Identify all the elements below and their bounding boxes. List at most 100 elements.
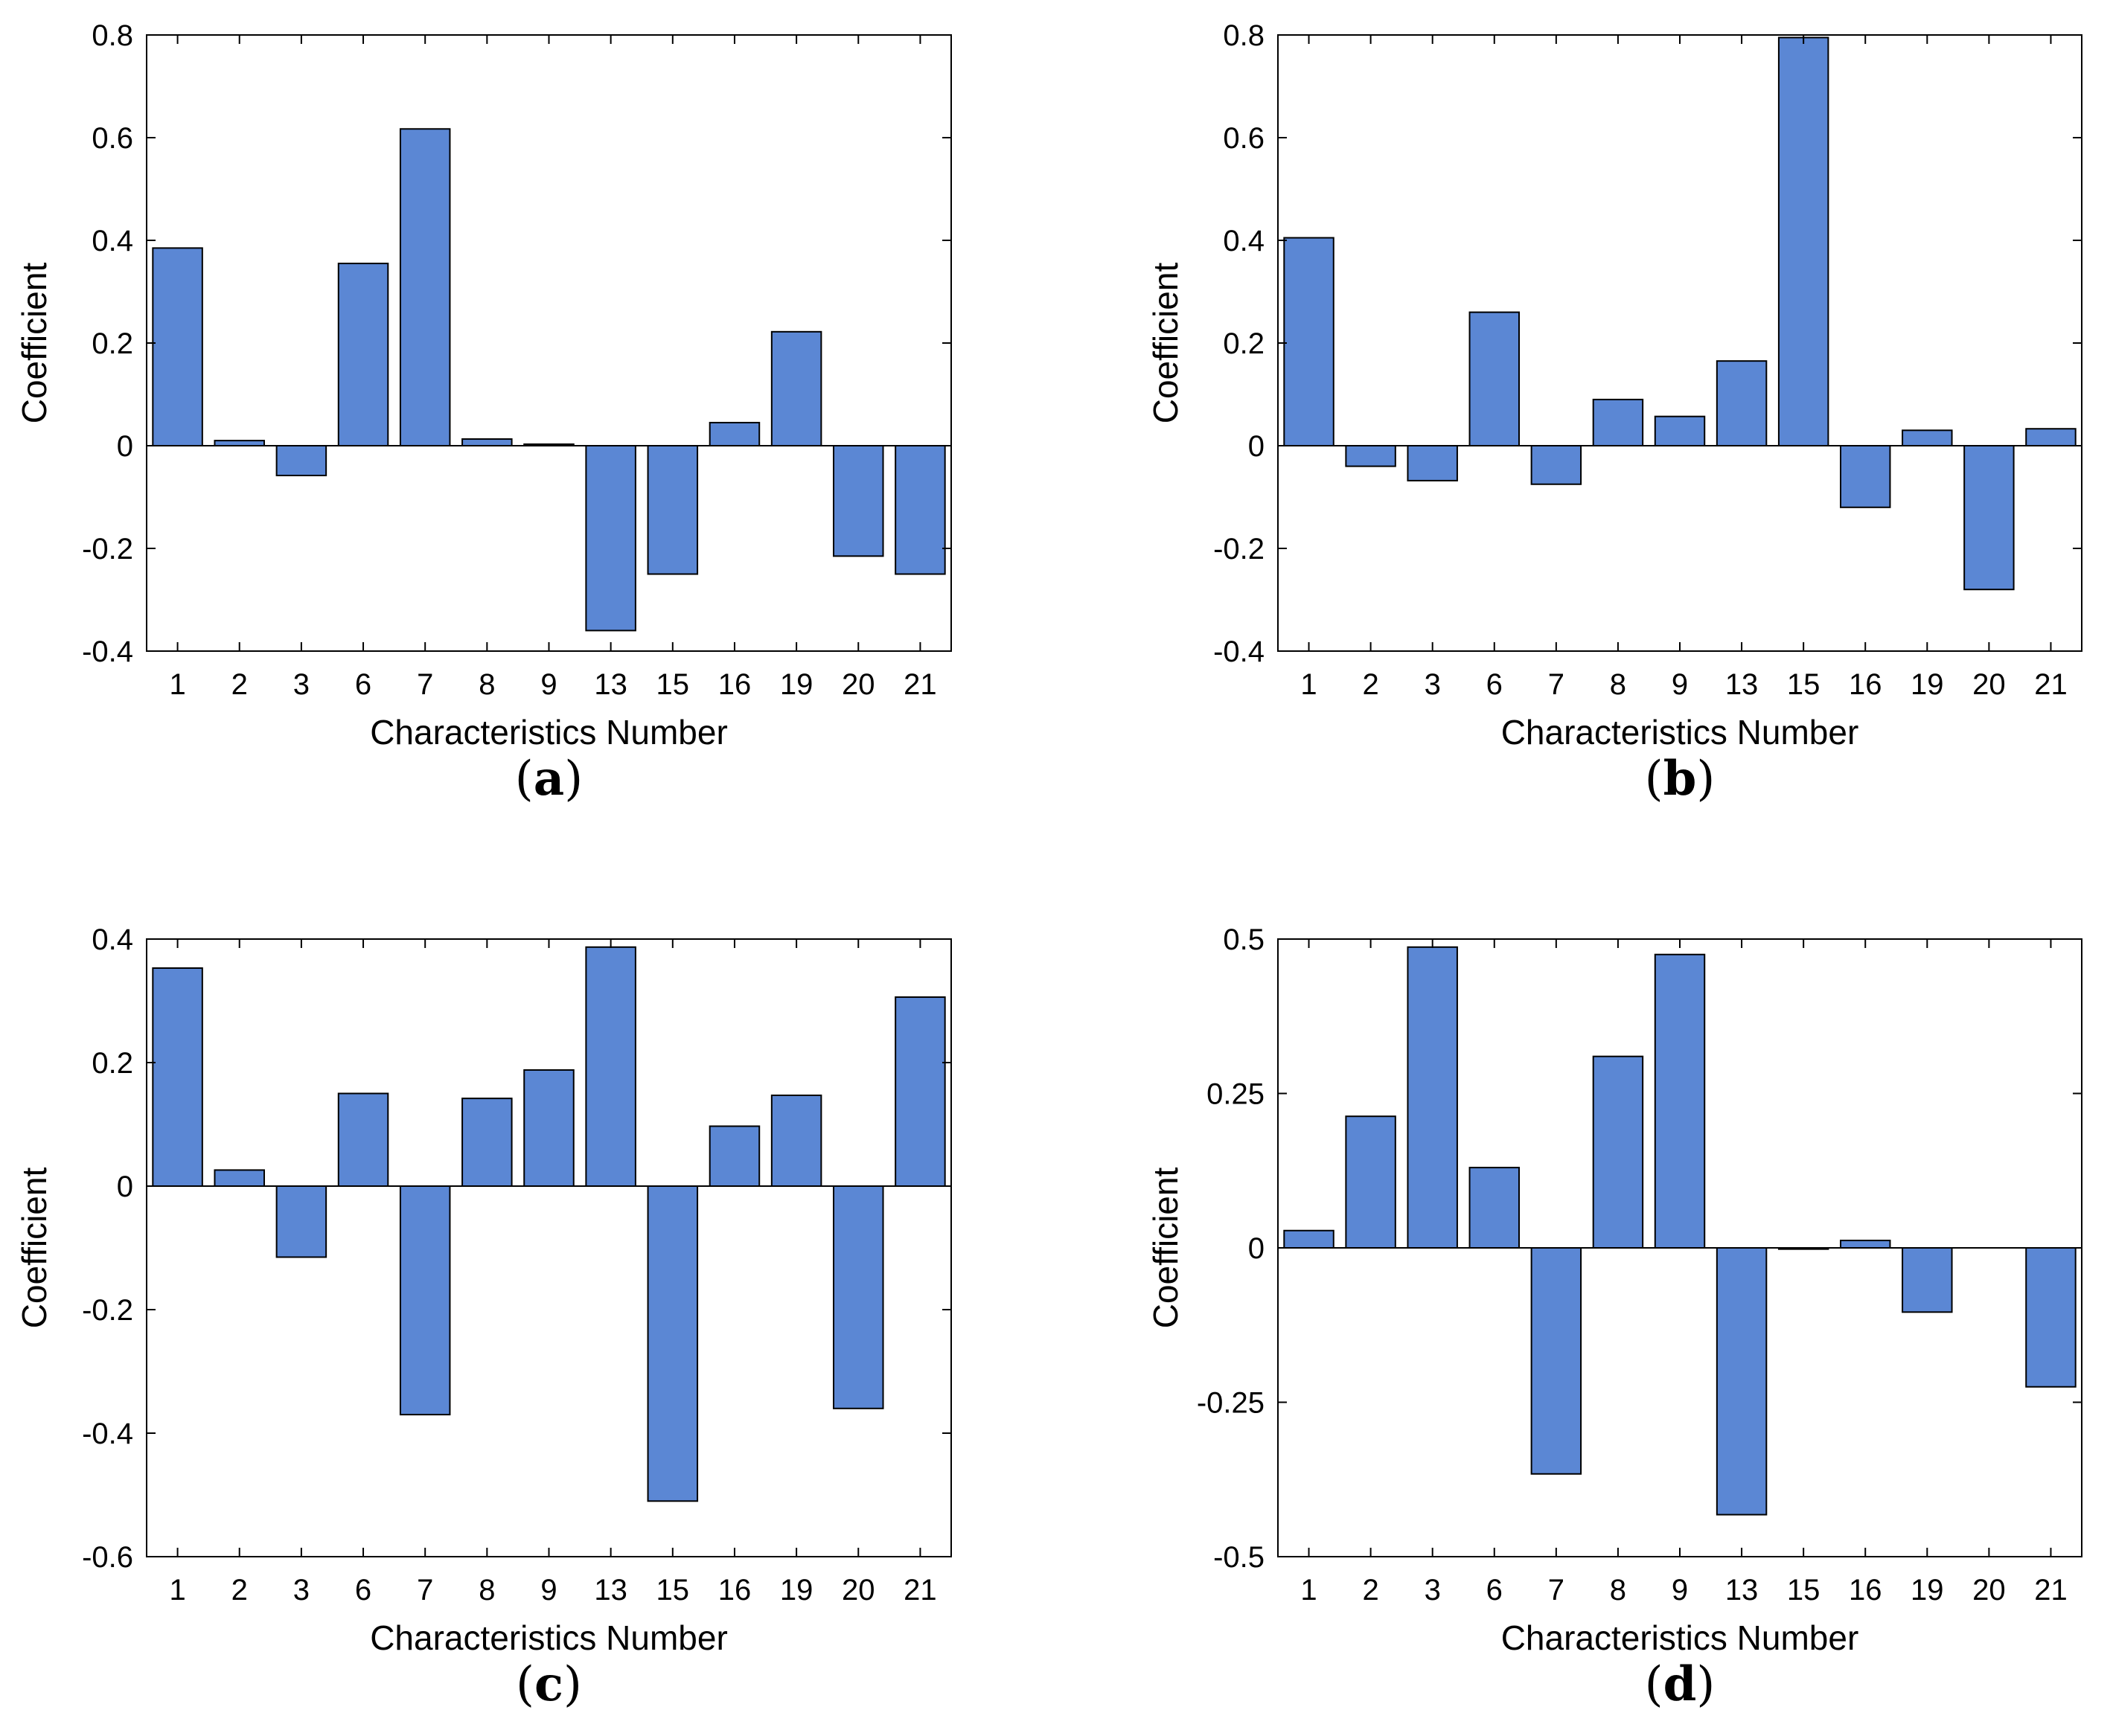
bar-13	[585, 946, 636, 1188]
x-axis-label: Characteristics Number	[1501, 1618, 1859, 1657]
bar-13	[1716, 360, 1768, 446]
bar-16	[1840, 445, 1891, 508]
y-axis-label: Coefficient	[1146, 1168, 1185, 1329]
bar-7	[399, 128, 451, 447]
x-tick-label: 9	[1672, 668, 1688, 701]
bar-6	[1468, 1167, 1521, 1249]
x-tick-label: 15	[1787, 668, 1820, 701]
x-axis-label: Characteristics Number	[1501, 713, 1859, 752]
x-tick-label: 13	[1725, 1574, 1759, 1607]
x-tick-label: 16	[1849, 668, 1882, 701]
panel-caption: (d)	[1645, 1656, 1716, 1712]
y-tick-label: 0.5	[1223, 923, 1265, 956]
y-tick-label: -0.6	[82, 1541, 133, 1574]
x-tick-label: 16	[1849, 1574, 1882, 1607]
x-tick-label: 2	[1362, 668, 1378, 701]
x-tick-label: 20	[842, 1574, 875, 1607]
bar-9	[1654, 953, 1706, 1249]
bar-15	[1777, 36, 1829, 446]
x-tick-label: 16	[718, 1574, 752, 1607]
x-tick-label: 15	[656, 668, 690, 701]
x-tick-label: 1	[169, 1574, 185, 1607]
y-tick-label: -0.25	[1197, 1387, 1265, 1420]
x-tick-label: 20	[1972, 1574, 2006, 1607]
bar-3	[1407, 946, 1458, 1249]
bar-3	[275, 1185, 327, 1258]
y-tick-label: 0	[117, 430, 133, 463]
panel-caption: (b)	[1645, 751, 1716, 807]
y-tick-label: -0.2	[1213, 533, 1265, 566]
bar-9	[523, 1069, 575, 1187]
panel-caption: (a)	[515, 751, 583, 807]
x-tick-label: 19	[780, 1574, 813, 1607]
x-tick-label: 2	[231, 668, 248, 701]
x-tick-label: 19	[1911, 1574, 1944, 1607]
y-tick-label: -0.4	[1213, 635, 1265, 668]
y-axis-label: Coefficient	[15, 263, 54, 424]
y-tick-label: 0.6	[92, 122, 133, 155]
y-tick-label: -0.2	[82, 1294, 133, 1327]
x-tick-label: 15	[656, 1574, 690, 1607]
x-tick-label: 19	[780, 668, 813, 701]
y-tick-label: -0.4	[82, 635, 133, 668]
x-tick-label: 2	[1362, 1574, 1378, 1607]
x-axis-label: Characteristics Number	[370, 1618, 728, 1657]
y-tick-label: 0.25	[1206, 1078, 1265, 1111]
axes-box	[1277, 34, 2082, 652]
x-tick-label: 7	[1548, 1574, 1564, 1607]
bar-16	[1840, 1240, 1891, 1249]
bar-20	[833, 445, 884, 557]
bar-6	[1468, 311, 1521, 446]
bar-19	[770, 1094, 822, 1187]
bar-7	[1530, 445, 1582, 485]
x-tick-label: 2	[231, 1574, 248, 1607]
bar-19	[770, 330, 822, 446]
x-tick-label: 8	[479, 1574, 495, 1607]
bar-21	[895, 445, 946, 575]
bar-8	[1592, 1055, 1644, 1249]
panel-a: -0.4 -0.2 0 0.2 0.4 0.6 0.8 1 2 3 6 7 8 9 13 15 16 19 20 21…	[15, 19, 952, 807]
bar-13	[585, 445, 636, 632]
bar-3	[1407, 445, 1458, 481]
bar-19	[1902, 1247, 1953, 1313]
axes-box	[146, 938, 952, 1557]
bar-6	[337, 263, 389, 446]
bar-19	[1902, 429, 1953, 446]
x-tick-label: 9	[540, 668, 557, 701]
bar-1	[1283, 237, 1334, 446]
axes-box	[146, 34, 952, 652]
x-tick-label: 6	[355, 1574, 371, 1607]
x-tick-label: 21	[2034, 1574, 2068, 1607]
bar-15	[647, 1185, 699, 1502]
bar-13	[1716, 1247, 1768, 1516]
panel-d: -0.5 -0.25 0 0.25 0.5 1 2 3 6 7 8 9 13 15 16 19 20 21 Char…	[1146, 923, 2082, 1712]
bar-2	[214, 440, 265, 446]
bar-2	[214, 1169, 265, 1188]
bar-2	[1345, 445, 1396, 467]
bar-9	[1654, 415, 1706, 446]
bar-20	[1963, 445, 2015, 591]
bar-21	[2025, 1247, 2077, 1388]
bar-1	[152, 967, 203, 1187]
x-tick-label: 3	[293, 668, 310, 701]
x-tick-label: 3	[293, 1574, 310, 1607]
y-tick-label: 0	[1248, 430, 1265, 463]
x-tick-label: 1	[169, 668, 185, 701]
x-tick-label: 21	[904, 668, 937, 701]
bar-8	[461, 1098, 513, 1188]
bar-16	[709, 421, 761, 447]
bar-21	[2025, 428, 2077, 446]
y-axis-label: Coefficient	[1146, 263, 1185, 424]
bar-15	[647, 445, 699, 575]
y-tick-label: 0.6	[1223, 122, 1265, 155]
x-tick-label: 13	[1725, 668, 1759, 701]
bar-2	[1345, 1115, 1396, 1249]
x-tick-label: 7	[417, 668, 433, 701]
x-tick-label: 1	[1300, 1574, 1317, 1607]
x-tick-label: 6	[355, 668, 371, 701]
x-axis-label: Characteristics Number	[370, 713, 728, 752]
x-tick-label: 15	[1787, 1574, 1820, 1607]
y-tick-label: 0.2	[92, 327, 133, 360]
